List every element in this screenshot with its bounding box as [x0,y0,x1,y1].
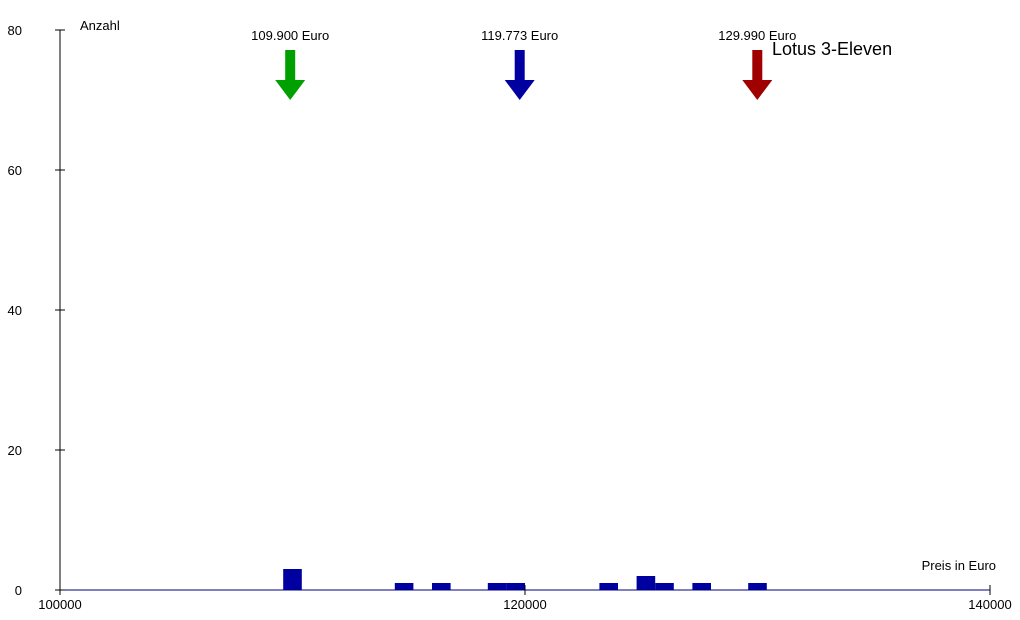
bar [748,583,767,590]
price-marker-arrow-icon [275,50,306,100]
bar [692,583,711,590]
chart-title: Lotus 3-Eleven [772,39,892,59]
bars-layer [283,569,767,590]
bar [655,583,674,590]
axes-layer [59,30,990,591]
bar [487,583,507,590]
bar [283,569,302,590]
y-axis-label: Anzahl [80,18,120,33]
price-marker-label: 129.990 Euro [718,28,796,43]
ticks-layer: 0 20 40 60 80 100000 120000 140000 [8,23,1012,612]
bar [636,576,656,590]
x-tick-label: 100000 [38,597,81,612]
x-tick-label: 140000 [968,597,1011,612]
y-tick-label: 0 [15,583,22,598]
y-tick-label: 60 [8,163,22,178]
price-marker-label: 119.773 Euro [481,28,558,43]
bar [599,583,618,590]
bar [394,583,414,590]
price-marker-arrow-icon [504,50,535,100]
bar [506,583,525,590]
markers-layer: 109.900 Euro 119.773 Euro 129.990 Euro [251,28,796,100]
price-marker-label: 109.900 Euro [251,28,329,43]
y-tick-label: 20 [8,443,22,458]
price-marker-arrow-icon [742,50,773,100]
y-tick-label: 40 [8,303,22,318]
x-axis-label: Preis in Euro [922,558,996,573]
x-tick-label: 120000 [503,597,546,612]
y-tick-label: 80 [8,23,22,38]
bar [432,583,451,590]
